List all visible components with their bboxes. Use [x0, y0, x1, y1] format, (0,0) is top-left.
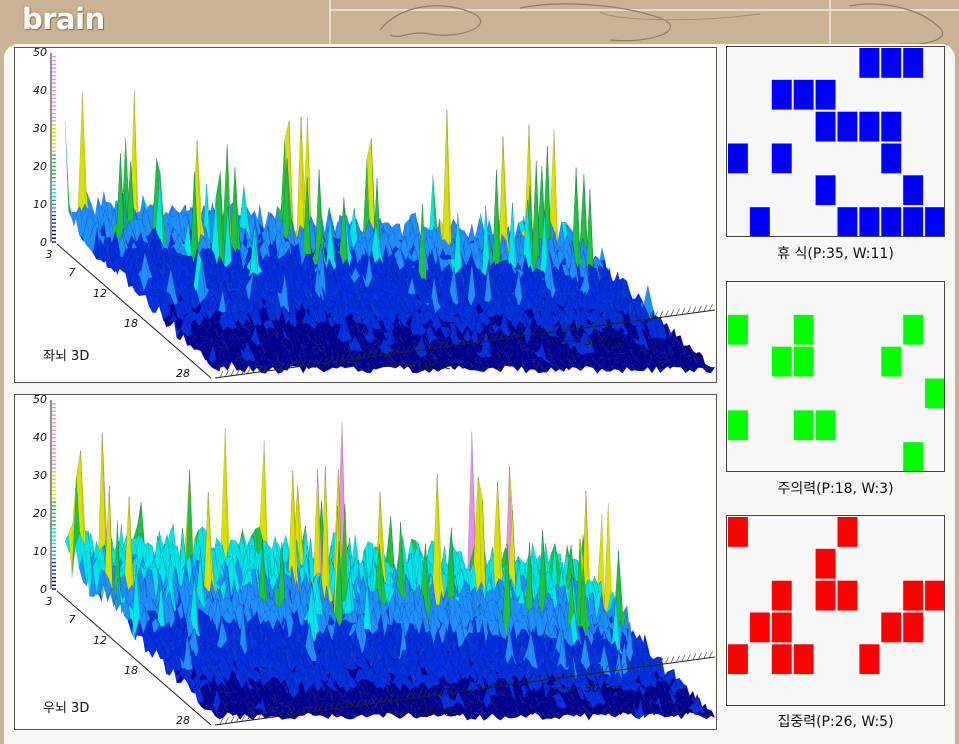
z-tick-label: 10 [33, 198, 47, 211]
depth-tick-label: 3 [46, 248, 53, 261]
depth-tick-label: 18 [124, 317, 138, 330]
surface-facet [65, 121, 73, 220]
z-tick-label: 50 [33, 48, 47, 59]
depth-tick-label: 12 [93, 287, 107, 300]
depth-tick-label: 7 [69, 266, 76, 279]
header-decoration [0, 0, 959, 48]
app-title: brain [22, 2, 105, 36]
z-tick-label: 30 [33, 122, 47, 135]
z-tick-label: 20 [33, 160, 47, 173]
z-tick-label: 40 [33, 84, 47, 97]
depth-tick-label: 28 [176, 367, 190, 380]
